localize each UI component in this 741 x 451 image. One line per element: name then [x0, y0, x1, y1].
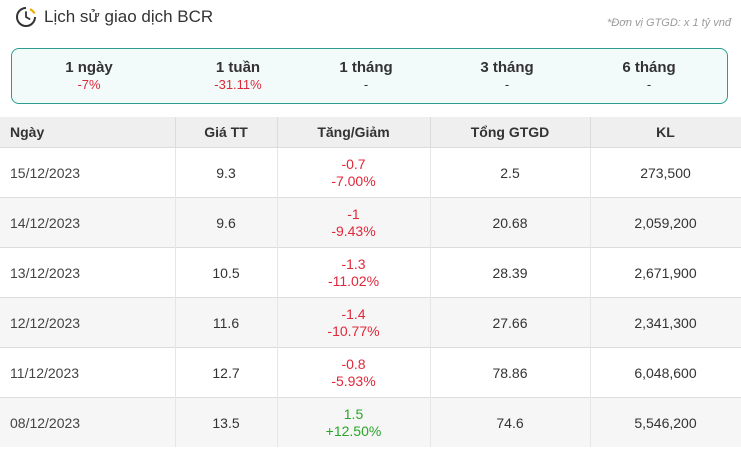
cell-volume: 2,671,900	[590, 247, 741, 298]
cell-price: 11.6	[175, 297, 278, 348]
cell-price: 9.6	[175, 197, 278, 248]
change-value: 1.5	[343, 405, 364, 422]
cell-date: 13/12/2023	[0, 247, 176, 298]
period-change: -	[504, 77, 510, 92]
period-1-week[interactable]: 1 tuần -31.11%	[178, 59, 298, 93]
period-change: -	[646, 77, 652, 92]
cell-value: 2.5	[430, 147, 591, 198]
cell-volume: 2,059,200	[590, 197, 741, 248]
column-header-price[interactable]: Giá TT	[175, 117, 278, 148]
history-clock-icon	[16, 7, 36, 27]
change-percent: -7.00%	[331, 172, 376, 189]
period-6-months[interactable]: 6 tháng -	[589, 59, 709, 93]
cell-volume: 5,546,200	[590, 397, 741, 447]
cell-change: -1.4 -10.77%	[277, 297, 431, 348]
cell-value: 20.68	[430, 197, 591, 248]
change-percent: +12.50%	[325, 422, 382, 439]
change-percent: -9.43%	[331, 222, 376, 239]
column-header-change[interactable]: Tăng/Giảm	[277, 117, 431, 148]
cell-date: 11/12/2023	[0, 347, 176, 398]
cell-value: 74.6	[430, 397, 591, 447]
cell-change: -1.3 -11.02%	[277, 247, 431, 298]
table-row: 15/12/2023 9.3 -0.7 -7.00% 2.5 273,500	[0, 147, 741, 198]
cell-date: 15/12/2023	[0, 147, 176, 198]
period-label: 1 tháng	[339, 59, 393, 76]
column-header-value[interactable]: Tổng GTGD	[430, 117, 591, 148]
cell-value: 27.66	[430, 297, 591, 348]
change-value: -1.4	[341, 305, 366, 322]
cell-volume: 6,048,600	[590, 347, 741, 398]
period-label: 1 ngày	[65, 59, 113, 76]
table-row: 12/12/2023 11.6 -1.4 -10.77% 27.66 2,341…	[0, 297, 741, 348]
change-percent: -5.93%	[331, 372, 376, 389]
period-label: 1 tuần	[215, 59, 261, 76]
period-change: -31.11%	[214, 77, 262, 92]
change-value: -1.3	[341, 255, 366, 272]
cell-price: 10.5	[175, 247, 278, 298]
cell-date: 12/12/2023	[0, 297, 176, 348]
period-change: -	[363, 77, 369, 92]
cell-change: 1.5 +12.50%	[277, 397, 431, 447]
page-header: Lịch sử giao dịch BCR *Đơn vị GTGD: x 1 …	[0, 0, 741, 36]
change-percent: -11.02%	[327, 272, 380, 289]
period-1-month[interactable]: 1 tháng -	[306, 59, 426, 93]
cell-price: 12.7	[175, 347, 278, 398]
change-value: -0.7	[341, 155, 366, 172]
cell-value: 78.86	[430, 347, 591, 398]
trading-history-table: Ngày Giá TT Tăng/Giảm Tổng GTGD KL 15/12…	[0, 117, 741, 447]
change-value: -0.8	[341, 355, 366, 372]
column-header-volume[interactable]: KL	[590, 117, 741, 148]
period-summary: 1 ngày -7% 1 tuần -31.11% 1 tháng - 3 th…	[11, 48, 728, 104]
period-label: 6 tháng	[622, 59, 676, 76]
period-change: -7%	[77, 77, 101, 92]
cell-date: 14/12/2023	[0, 197, 176, 248]
change-value: -1	[347, 205, 360, 222]
cell-value: 28.39	[430, 247, 591, 298]
cell-price: 13.5	[175, 397, 278, 447]
table-row: 11/12/2023 12.7 -0.8 -5.93% 78.86 6,048,…	[0, 347, 741, 398]
cell-date: 08/12/2023	[0, 397, 176, 447]
unit-note: *Đơn vị GTGD: x 1 tỷ vnđ	[606, 17, 731, 29]
cell-volume: 273,500	[590, 147, 741, 198]
period-label: 3 tháng	[480, 59, 534, 76]
table-row: 08/12/2023 13.5 1.5 +12.50% 74.6 5,546,2…	[0, 397, 741, 447]
column-header-date[interactable]: Ngày	[0, 117, 176, 148]
page-title: Lịch sử giao dịch BCR	[44, 7, 214, 26]
period-3-months[interactable]: 3 tháng -	[447, 59, 567, 93]
cell-change: -0.8 -5.93%	[277, 347, 431, 398]
change-percent: -10.77%	[327, 322, 380, 339]
table-header-row: Ngày Giá TT Tăng/Giảm Tổng GTGD KL	[0, 117, 741, 148]
cell-change: -0.7 -7.00%	[277, 147, 431, 198]
table-row: 14/12/2023 9.6 -1 -9.43% 20.68 2,059,200	[0, 197, 741, 248]
period-1-day[interactable]: 1 ngày -7%	[29, 59, 149, 93]
cell-change: -1 -9.43%	[277, 197, 431, 248]
cell-volume: 2,341,300	[590, 297, 741, 348]
cell-price: 9.3	[175, 147, 278, 198]
table-row: 13/12/2023 10.5 -1.3 -11.02% 28.39 2,671…	[0, 247, 741, 298]
